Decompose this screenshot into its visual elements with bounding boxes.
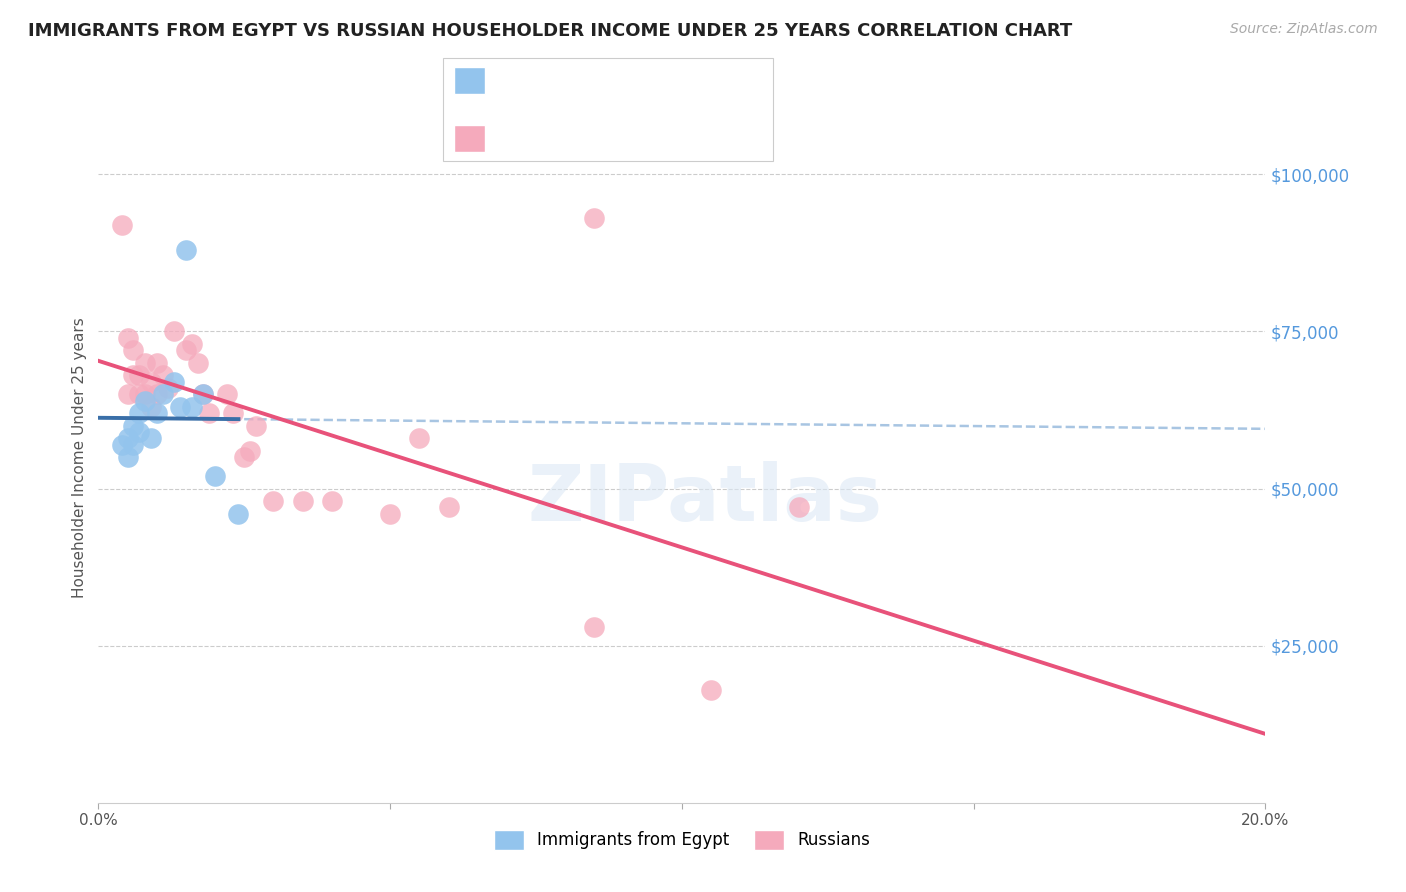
Point [117, 387, 139, 401]
Point [228, 507, 250, 521]
Point [122, 368, 145, 383]
Point [239, 443, 262, 458]
Text: R =: R = [499, 71, 536, 89]
Point [180, 400, 202, 414]
Point [174, 343, 197, 358]
Point [437, 500, 460, 515]
Point [117, 450, 139, 464]
Point [321, 494, 343, 508]
Point [117, 431, 139, 445]
Point [163, 375, 186, 389]
Point [174, 243, 197, 257]
Point [134, 356, 156, 370]
Point [157, 381, 180, 395]
Text: Source: ZipAtlas.com: Source: ZipAtlas.com [1230, 22, 1378, 37]
Point [583, 211, 606, 226]
Point [146, 406, 169, 420]
Point [139, 375, 162, 389]
Text: 0.261: 0.261 [544, 71, 598, 89]
Point [122, 418, 145, 433]
Point [233, 450, 256, 464]
Point [146, 356, 169, 370]
Point [262, 494, 284, 508]
Text: R =: R = [499, 129, 536, 147]
Point [583, 620, 606, 634]
Point [128, 368, 150, 383]
Point [134, 387, 156, 401]
Text: 36: 36 [661, 129, 682, 147]
Point [291, 494, 314, 508]
Point [700, 682, 723, 697]
Point [380, 507, 402, 521]
Point [139, 431, 162, 445]
Point [180, 337, 202, 351]
Point [193, 387, 215, 401]
Text: IMMIGRANTS FROM EGYPT VS RUSSIAN HOUSEHOLDER INCOME UNDER 25 YEARS CORRELATION C: IMMIGRANTS FROM EGYPT VS RUSSIAN HOUSEHO… [28, 22, 1073, 40]
Point [193, 387, 215, 401]
Text: 18: 18 [661, 71, 682, 89]
Text: N =: N = [619, 71, 655, 89]
Legend: Immigrants from Egypt, Russians: Immigrants from Egypt, Russians [486, 823, 877, 856]
Point [117, 331, 139, 345]
Point [198, 406, 221, 420]
Text: ZIPatlas: ZIPatlas [527, 460, 883, 537]
Point [787, 500, 810, 515]
Point [204, 469, 226, 483]
Text: N =: N = [619, 129, 655, 147]
Point [134, 393, 156, 408]
Point [152, 368, 174, 383]
Y-axis label: Householder Income Under 25 years: Householder Income Under 25 years [72, 317, 87, 598]
Point [169, 400, 191, 414]
Point [122, 343, 145, 358]
Text: -0.326: -0.326 [544, 129, 598, 147]
Point [245, 418, 267, 433]
Point [128, 425, 150, 439]
Point [163, 325, 186, 339]
Point [152, 387, 174, 401]
Point [215, 387, 238, 401]
Point [111, 437, 134, 451]
Point [128, 406, 150, 420]
Point [111, 218, 134, 232]
Point [146, 387, 169, 401]
Point [122, 437, 145, 451]
Point [128, 387, 150, 401]
Point [221, 406, 243, 420]
Point [408, 431, 430, 445]
Point [187, 356, 209, 370]
Point [139, 400, 162, 414]
